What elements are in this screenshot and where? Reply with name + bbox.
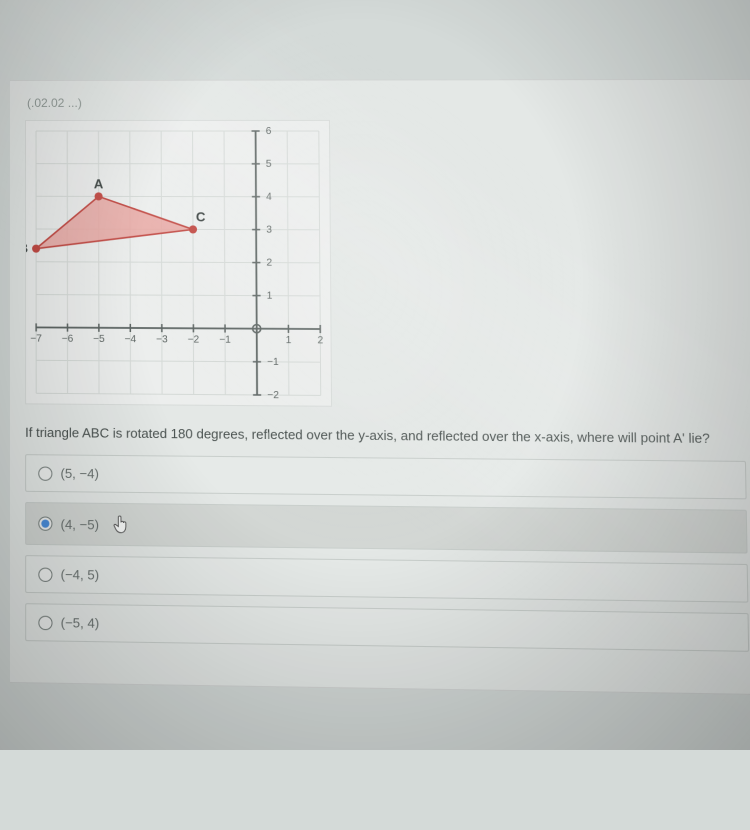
svg-text:−2: −2 — [188, 334, 200, 345]
option-label: (5, −4) — [60, 466, 98, 482]
radio-icon[interactable] — [38, 567, 52, 582]
answer-option-1[interactable]: (4, −5) — [25, 502, 747, 554]
radio-icon[interactable] — [38, 516, 52, 530]
answer-option-3[interactable]: (−5, 4) — [25, 603, 749, 652]
quiz-panel: (.02.02 ...) −7 −6 −5 −4 −3 −2 −1 1 2 −2 −1 1 2 3 4 5 6 A… — [10, 79, 750, 695]
option-label: (−4, 5) — [61, 567, 100, 583]
svg-text:2: 2 — [317, 335, 323, 346]
svg-text:−1: −1 — [267, 357, 279, 368]
radio-icon[interactable] — [38, 615, 52, 630]
svg-text:2: 2 — [266, 258, 272, 269]
answer-option-2[interactable]: (−4, 5) — [25, 555, 748, 603]
svg-text:B: B — [26, 241, 28, 256]
coordinate-graph: −7 −6 −5 −4 −3 −2 −1 1 2 −2 −1 1 2 3 4 5 6 A B C — [25, 120, 332, 407]
svg-text:−5: −5 — [93, 334, 105, 345]
svg-text:3: 3 — [266, 225, 272, 236]
svg-text:A: A — [94, 176, 104, 191]
radio-icon[interactable] — [38, 466, 52, 480]
option-label: (−5, 4) — [61, 615, 100, 631]
svg-text:−1: −1 — [219, 335, 231, 346]
option-label: (4, −5) — [61, 516, 99, 532]
options-list: (5, −4) (4, −5) (−4, 5) (−5, 4) — [25, 454, 749, 652]
svg-text:1: 1 — [286, 335, 292, 346]
question-text: If triangle ABC is rotated 180 degrees, … — [25, 425, 746, 447]
svg-text:C: C — [196, 209, 206, 224]
svg-text:6: 6 — [266, 126, 272, 137]
svg-text:4: 4 — [266, 192, 272, 203]
svg-text:−4: −4 — [125, 334, 137, 345]
svg-text:−7: −7 — [30, 333, 42, 344]
svg-text:−6: −6 — [62, 334, 74, 345]
question-code: (.02.02 ...) — [27, 95, 740, 110]
answer-option-0[interactable]: (5, −4) — [25, 454, 746, 499]
svg-text:−3: −3 — [156, 334, 168, 345]
svg-text:5: 5 — [266, 159, 272, 170]
svg-text:1: 1 — [267, 291, 273, 302]
hand-cursor-icon — [113, 514, 129, 535]
svg-text:−2: −2 — [267, 390, 279, 401]
